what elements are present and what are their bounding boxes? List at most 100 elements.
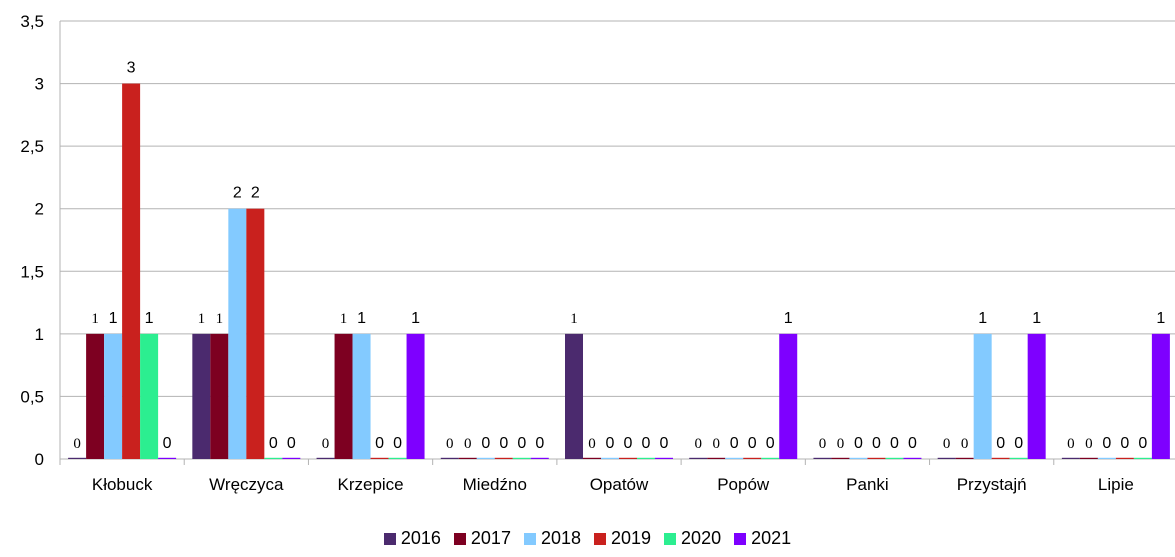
legend-item: 2019 bbox=[594, 528, 651, 549]
data-label: 0 bbox=[535, 435, 544, 452]
bar-2017 bbox=[458, 457, 477, 459]
data-label: 1 bbox=[1156, 310, 1165, 327]
y-tick-label: 1,5 bbox=[20, 262, 44, 281]
data-label: 0 bbox=[375, 435, 384, 452]
bar-2017 bbox=[86, 333, 105, 459]
data-label: 2 bbox=[251, 185, 260, 202]
legend-label: 2016 bbox=[400, 528, 441, 548]
data-label: 0 bbox=[481, 435, 490, 452]
bar-2021 bbox=[158, 457, 177, 459]
y-tick-label: 1 bbox=[35, 325, 44, 344]
bar-2021 bbox=[655, 457, 673, 459]
data-label: 0 bbox=[854, 435, 863, 452]
data-label: 0 bbox=[996, 435, 1005, 452]
bar-2016 bbox=[192, 333, 211, 459]
data-label: 3 bbox=[127, 60, 136, 77]
x-tick-label: Krzepice bbox=[337, 475, 403, 494]
data-label: 0 bbox=[890, 435, 899, 452]
bar-2019 bbox=[370, 457, 389, 459]
legend-swatch bbox=[383, 532, 396, 545]
bars bbox=[68, 83, 1170, 460]
bar-2019 bbox=[619, 457, 637, 459]
legend-label: 2020 bbox=[681, 528, 722, 548]
y-tick-label: 0 bbox=[35, 450, 44, 469]
y-tick-label: 3 bbox=[35, 75, 44, 94]
data-label: 0 bbox=[660, 435, 669, 452]
bar-2017 bbox=[334, 333, 353, 459]
data-label: 0 bbox=[1014, 435, 1023, 452]
data-label: 0 bbox=[269, 435, 278, 452]
data-label: 0 bbox=[464, 436, 472, 452]
data-label: 0 bbox=[837, 436, 845, 452]
data-label: 0 bbox=[499, 435, 508, 452]
bar-2017 bbox=[831, 457, 850, 459]
data-label: 1 bbox=[198, 311, 206, 327]
data-label: 1 bbox=[570, 311, 578, 327]
x-tick-label: Wręczyca bbox=[209, 475, 284, 494]
bar-2017 bbox=[210, 333, 229, 459]
data-label: 1 bbox=[411, 310, 420, 327]
bar-2021 bbox=[406, 333, 425, 459]
data-label: 0 bbox=[1085, 436, 1093, 452]
bar-2016 bbox=[689, 457, 708, 459]
bar-2019 bbox=[246, 208, 265, 459]
x-tick-label: Przystajń bbox=[957, 475, 1027, 494]
data-label: 0 bbox=[163, 435, 172, 452]
bar-2021 bbox=[903, 457, 922, 459]
y-tick-label: 2 bbox=[35, 200, 44, 219]
data-label: 1 bbox=[357, 310, 366, 327]
bar-2021 bbox=[779, 333, 798, 459]
bar-2020 bbox=[512, 457, 531, 459]
data-label: 1 bbox=[1032, 310, 1041, 327]
bar-2016 bbox=[1061, 457, 1080, 459]
x-tick-label: Popów bbox=[717, 475, 770, 494]
y-tick-label: 3,5 bbox=[20, 12, 44, 31]
legend-item: 2017 bbox=[453, 528, 511, 549]
data-label: 0 bbox=[322, 436, 330, 452]
bar-2020 bbox=[388, 457, 407, 459]
x-tick-label: Kłobuck bbox=[92, 475, 153, 494]
data-label: 0 bbox=[694, 436, 702, 452]
bar-2021 bbox=[1151, 333, 1170, 459]
data-label: 0 bbox=[943, 436, 951, 452]
legend-swatch bbox=[664, 532, 677, 545]
x-tick-label: Panki bbox=[846, 475, 889, 494]
legend-swatch bbox=[523, 532, 536, 545]
data-label: 0 bbox=[624, 435, 633, 452]
data-label: 0 bbox=[908, 435, 917, 452]
data-label: 1 bbox=[978, 310, 987, 327]
data-label: 0 bbox=[712, 436, 720, 452]
bar-2019 bbox=[867, 457, 886, 459]
bar-2020 bbox=[885, 457, 904, 459]
y-tick-label: 2,5 bbox=[20, 137, 44, 156]
bar-2021 bbox=[1027, 333, 1046, 459]
data-label: 0 bbox=[748, 435, 757, 452]
data-label: 0 bbox=[393, 435, 402, 452]
data-label: 0 bbox=[642, 435, 651, 452]
data-label: 0 bbox=[606, 435, 615, 452]
x-tick-label: Miedźno bbox=[463, 475, 527, 494]
bar-2017 bbox=[1079, 457, 1098, 459]
data-label: 1 bbox=[91, 311, 99, 327]
bar-2017 bbox=[955, 457, 974, 459]
data-label: 0 bbox=[588, 436, 596, 452]
legend-swatch bbox=[734, 532, 747, 545]
data-label: 0 bbox=[73, 436, 81, 452]
bar-2016 bbox=[316, 457, 335, 459]
bar-2018 bbox=[228, 208, 247, 459]
bar-2016 bbox=[813, 457, 832, 459]
legend-item: 2020 bbox=[664, 528, 721, 549]
legend-label: 2021 bbox=[751, 528, 792, 548]
legend-label: 2017 bbox=[470, 528, 511, 548]
data-label: 1 bbox=[784, 310, 793, 327]
y-tick-label: 0,5 bbox=[20, 387, 44, 406]
data-label: 0 bbox=[446, 436, 454, 452]
bar-2017 bbox=[707, 457, 726, 459]
data-label: 0 bbox=[1138, 435, 1147, 452]
bar-2020 bbox=[637, 457, 655, 459]
bar-2018 bbox=[352, 333, 371, 459]
data-label: 1 bbox=[216, 311, 224, 327]
legend-swatch bbox=[594, 532, 606, 545]
